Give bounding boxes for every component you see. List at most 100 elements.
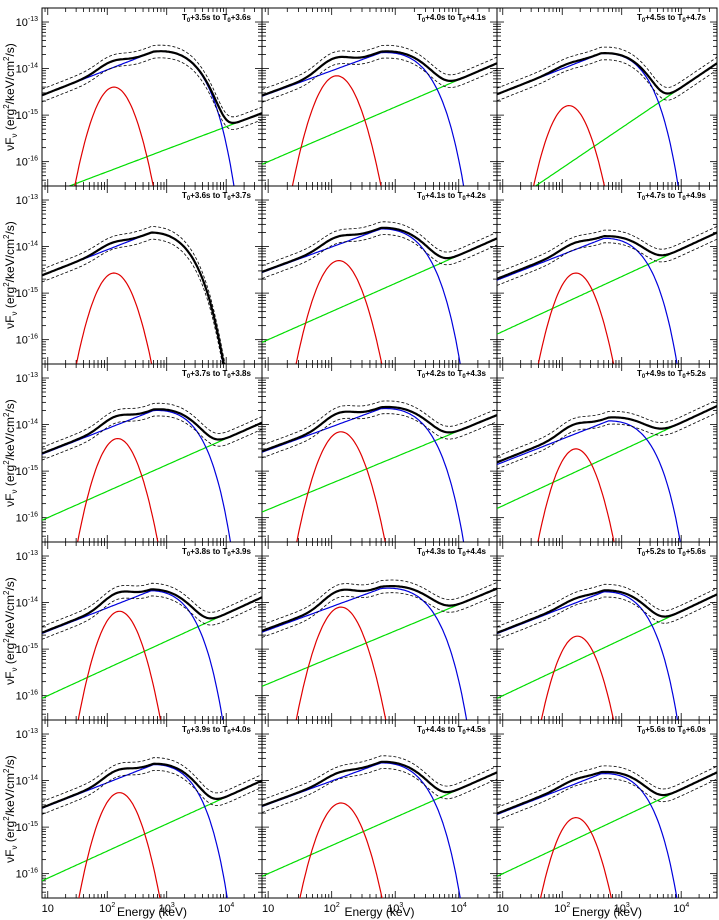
total-model-curve	[497, 770, 717, 815]
powerlaw-curve	[67, 112, 262, 186]
panel-title: T0+4.9s to T0+5.2s	[637, 369, 706, 380]
band-2-curve	[42, 50, 235, 186]
total-model-curve	[262, 405, 497, 453]
x-axis-title: Energy (keV)	[117, 905, 187, 919]
x-tick-label: 104	[451, 902, 467, 915]
upper-bound-curve	[497, 399, 717, 457]
band-1-curve	[540, 635, 615, 720]
band-1-curve	[74, 86, 154, 186]
panel: T0+3.6s to T0+3.7s 10-13 10-14 10-15 10-16	[16, 185, 263, 365]
panel-title: T0+4.3s to T0+4.4s	[417, 547, 486, 558]
upper-bound-curve	[262, 221, 497, 267]
y-tick-label: 10-14	[16, 63, 38, 76]
band-2-curve	[497, 420, 681, 542]
panel-title: T0+4.5s to T0+4.7s	[637, 13, 706, 24]
total-model-curve	[497, 589, 717, 634]
upper-bound-curve	[262, 755, 497, 801]
total-model-curve	[42, 588, 262, 634]
y-tick-label: 10-15	[16, 109, 38, 122]
y-tick-label: 10-15	[16, 287, 38, 300]
x-tick-label: 102	[554, 902, 570, 915]
y-tick-label: 10-14	[16, 241, 38, 254]
panel-frame	[496, 719, 718, 899]
panel-title: T0+4.2s to T0+4.3s	[417, 369, 486, 380]
lower-bound-curve	[262, 592, 497, 638]
panel-title: T0+4.1s to T0+4.2s	[417, 191, 486, 202]
panel-title: T0+4.7s to T0+4.9s	[637, 191, 706, 202]
panel-frame	[41, 185, 263, 365]
total-model-curve	[262, 50, 497, 97]
band-2-curve	[262, 51, 465, 186]
y-tick-label: 10-14	[16, 419, 38, 432]
band-1-curve	[537, 448, 615, 542]
panel-title: T0+5.6s to T0+6.0s	[637, 725, 706, 736]
band-1-curve	[295, 260, 383, 364]
lower-bound-curve	[262, 413, 497, 459]
panel-frame	[496, 7, 718, 187]
lower-bound-curve	[262, 768, 497, 813]
total-model-curve	[497, 231, 717, 280]
total-model-curve	[42, 408, 262, 455]
band-2-curve	[497, 237, 678, 364]
y-tick-label: 10-15	[16, 643, 38, 656]
lower-bound-curve	[497, 412, 717, 470]
y-tick-label: 10-13	[16, 16, 38, 29]
upper-bound-curve	[42, 757, 262, 802]
x-tick-label: 10	[497, 903, 509, 915]
x-tick-label: 10	[42, 903, 54, 915]
x-tick-label: 104	[218, 902, 234, 915]
y-axis-title: νFν (erg2/keV/cm2/s)	[2, 755, 19, 863]
lower-bound-curve	[42, 770, 262, 815]
upper-bound-curve	[262, 44, 497, 90]
panel: T0+4.4s to T0+4.5s 10 102 103 104	[261, 719, 498, 915]
panel: T0+3.5s to T0+3.6s 10-13 10-14 10-15 10-16	[16, 7, 263, 187]
lower-bound-curve	[42, 595, 262, 640]
band-2-curve	[262, 587, 468, 720]
total-model-curve	[42, 50, 262, 125]
panel-grid: T0+3.5s to T0+3.6s10-1310-1410-1510-16T0…	[16, 7, 718, 915]
lower-bound-curve	[42, 57, 262, 131]
panel: T0+5.6s to T0+6.0s 10 102 103 104	[496, 719, 718, 915]
panel-title: T0+3.8s to T0+3.9s	[182, 547, 251, 558]
y-tick-label: 10-16	[16, 868, 38, 881]
x-tick-label: 104	[673, 902, 689, 915]
upper-bound-curve	[42, 226, 226, 364]
band-2-curve	[497, 591, 679, 720]
total-model-curve	[42, 762, 262, 809]
upper-bound-curve	[262, 579, 497, 626]
axis-labels: Energy (keV) Energy (keV) Energy (keV) νFν …	[2, 43, 642, 919]
band-2-curve	[262, 407, 465, 542]
lower-bound-curve	[497, 238, 717, 286]
lower-bound-curve	[497, 596, 717, 640]
y-tick-label: 10-16	[16, 334, 38, 347]
band-1-curve	[78, 792, 161, 898]
panel-frame	[41, 719, 263, 899]
upper-bound-curve	[42, 582, 262, 627]
panel-title: T0+3.9s to T0+4.0s	[182, 725, 251, 736]
panel-title: T0+3.7s to T0+3.8s	[182, 369, 251, 380]
upper-bound-curve	[497, 226, 717, 274]
panel-title: T0+3.5s to T0+3.6s	[182, 13, 251, 24]
y-tick-label: 10-13	[16, 550, 38, 563]
total-model-curve	[262, 585, 497, 632]
y-tick-label: 10-13	[16, 372, 38, 385]
total-model-curve	[262, 760, 497, 807]
y-tick-label: 10-16	[16, 512, 38, 525]
total-model-curve	[262, 226, 497, 273]
band-1-curve	[539, 816, 612, 898]
panel: T0+3.8s to T0+3.9s 10-13 10-14 10-15 10-16	[16, 541, 263, 721]
panel: T0+3.7s to T0+3.8s 10-13 10-14 10-15 10-16	[16, 363, 263, 543]
panel-title: T0+4.0s to T0+4.1s	[417, 13, 486, 24]
band-1-curve	[533, 104, 606, 186]
panel-frame	[496, 363, 718, 543]
y-tick-label: 10-16	[16, 156, 38, 169]
x-tick-label: 10	[262, 903, 274, 915]
y-tick-label: 10-15	[16, 821, 38, 834]
panel-frame	[261, 719, 498, 899]
x-tick-label: 103	[614, 902, 630, 915]
panel-frame	[41, 541, 263, 721]
band-2-curve	[262, 228, 461, 364]
panel-title: T0+4.4s to T0+4.5s	[417, 725, 486, 736]
band-1-curve	[75, 272, 153, 364]
